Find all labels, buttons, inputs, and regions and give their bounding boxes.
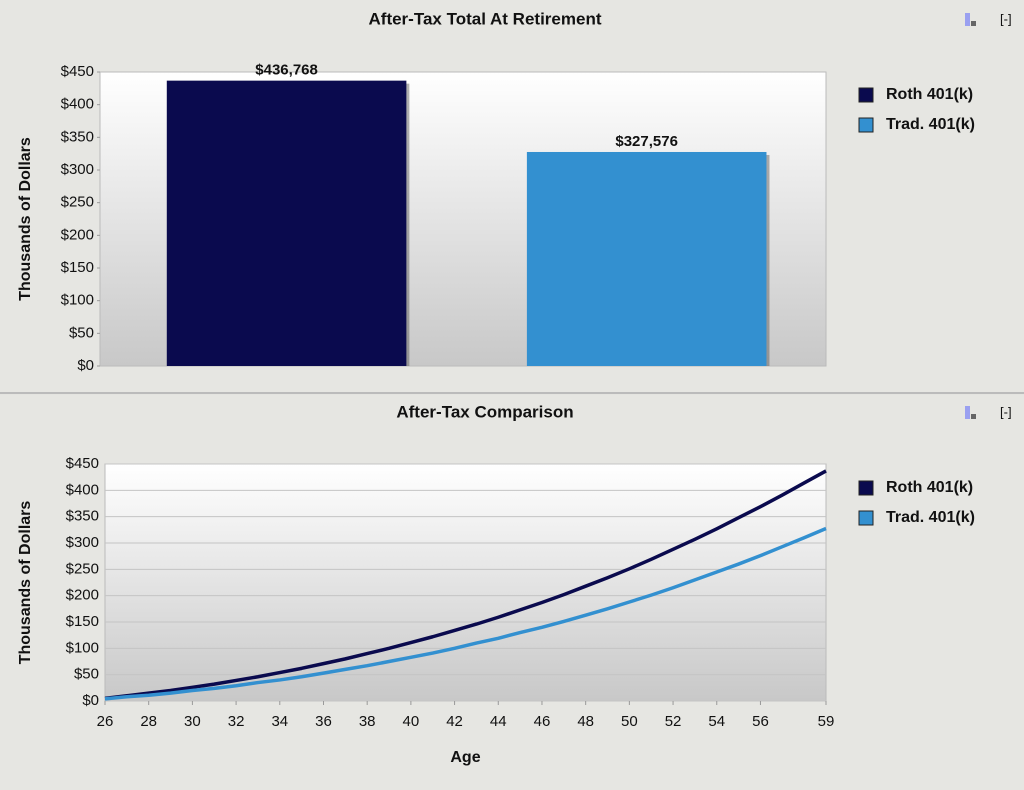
bar — [166, 80, 407, 367]
x-tick-label: 54 — [708, 713, 725, 730]
value-label: $327,576 — [615, 133, 678, 150]
y-tick-label: $350 — [61, 128, 94, 145]
y-axis-label: Thousands of Dollars — [17, 137, 34, 301]
y-tick-label: $300 — [66, 534, 99, 551]
y-tick-label: $200 — [61, 226, 94, 243]
legend-label: Trad. 401(k) — [886, 116, 975, 133]
y-tick-label: $400 — [61, 96, 94, 113]
y-tick-label: $450 — [66, 455, 99, 472]
chart-icon[interactable] — [971, 21, 976, 26]
chart-title: After-Tax Comparison — [396, 402, 573, 421]
x-tick-label: 42 — [446, 713, 463, 730]
y-axis-label: Thousands of Dollars — [17, 501, 34, 665]
x-tick-label: 46 — [534, 713, 551, 730]
x-tick-label: 59 — [818, 713, 835, 730]
y-tick-label: $150 — [61, 259, 94, 276]
y-tick-label: $50 — [74, 666, 99, 683]
chart-title: After-Tax Total At Retirement — [369, 9, 602, 28]
y-tick-label: $400 — [66, 481, 99, 498]
legend-label: Roth 401(k) — [886, 479, 973, 496]
line — [104, 469, 827, 701]
x-tick-label: 32 — [228, 713, 245, 730]
x-tick-label: 48 — [577, 713, 594, 730]
y-tick-label: $250 — [66, 560, 99, 577]
y-tick-label: $150 — [66, 613, 99, 630]
x-tick-label: 36 — [315, 713, 332, 730]
legend-swatch — [858, 87, 874, 103]
y-tick-label: $0 — [82, 692, 99, 709]
collapse-button[interactable]: [-] — [1000, 11, 1012, 26]
y-tick-label: $250 — [61, 194, 94, 211]
y-tick-label: $350 — [66, 508, 99, 525]
x-tick-label: 50 — [621, 713, 638, 730]
legend-label: Roth 401(k) — [886, 86, 973, 103]
x-tick-label: 40 — [403, 713, 420, 730]
x-tick-label: 44 — [490, 713, 507, 730]
y-tick-label: $300 — [61, 161, 94, 178]
x-tick-label: 30 — [184, 713, 201, 730]
value-label: $436,768 — [255, 62, 318, 79]
legend-swatch — [858, 117, 874, 133]
legend-label: Trad. 401(k) — [886, 509, 975, 526]
y-tick-label: $50 — [69, 324, 94, 341]
bar — [526, 151, 767, 366]
chart-icon[interactable] — [965, 13, 970, 26]
line — [104, 526, 827, 701]
x-tick-label: 38 — [359, 713, 376, 730]
legend-swatch — [858, 510, 874, 526]
x-tick-label: 52 — [665, 713, 682, 730]
collapse-button[interactable]: [-] — [1000, 404, 1012, 419]
y-tick-label: $0 — [77, 357, 94, 374]
x-tick-label: 28 — [140, 713, 157, 730]
x-axis-label: Age — [450, 749, 480, 766]
y-tick-label: $200 — [66, 587, 99, 604]
y-tick-label: $450 — [61, 63, 94, 80]
x-tick-label: 56 — [752, 713, 769, 730]
chart-icon[interactable] — [971, 414, 976, 419]
y-tick-label: $100 — [61, 292, 94, 309]
y-tick-label: $100 — [66, 639, 99, 656]
plot-area — [104, 463, 827, 702]
x-tick-label: 26 — [97, 713, 114, 730]
chart-icon[interactable] — [965, 406, 970, 419]
x-tick-label: 34 — [271, 713, 288, 730]
legend-swatch — [858, 480, 874, 496]
